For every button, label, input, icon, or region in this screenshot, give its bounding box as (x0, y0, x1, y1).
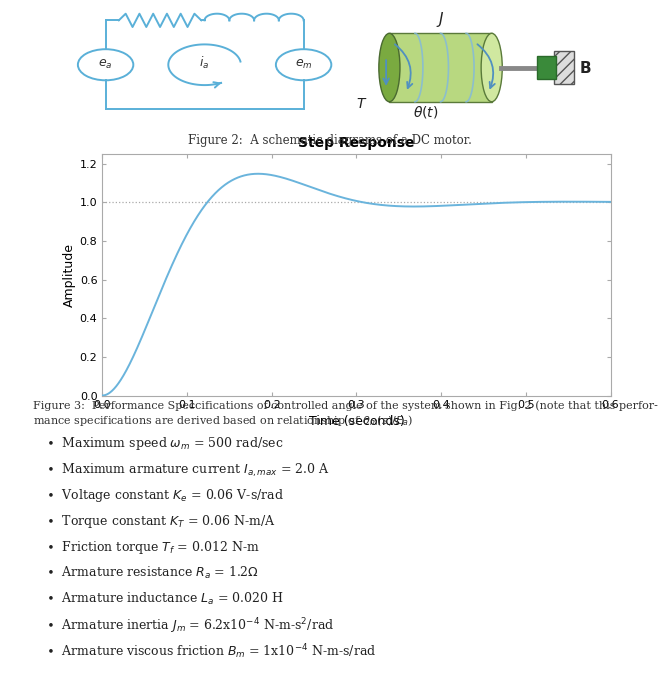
Bar (537, 56, 556, 79)
Text: $\theta(t)$: $\theta(t)$ (413, 104, 438, 120)
Text: $\bullet$  Armature resistance $R_a$ = 1.2$\Omega$: $\bullet$ Armature resistance $R_a$ = 1.… (46, 565, 259, 581)
Text: $\bullet$  Armature viscous friction $B_m$ = 1x10$^{-4}$ N-m-s/rad: $\bullet$ Armature viscous friction $B_m… (46, 643, 376, 662)
Text: $e_m$: $e_m$ (295, 58, 312, 71)
Text: $J$: $J$ (436, 10, 445, 29)
Text: $\bullet$  Torque constant $K_T$ = 0.06 N-m/A: $\bullet$ Torque constant $K_T$ = 0.06 N… (46, 513, 277, 530)
Title: Step Response: Step Response (298, 136, 414, 150)
Y-axis label: Amplitude: Amplitude (63, 243, 75, 307)
Ellipse shape (379, 34, 400, 102)
Text: $e_a$: $e_a$ (98, 58, 113, 71)
Text: $\mathbf{B}$: $\mathbf{B}$ (579, 60, 591, 76)
Text: $\bullet$  Armature inertia $J_m$ = 6.2x10$^{-4}$ N-m-s$^2$/rad: $\bullet$ Armature inertia $J_m$ = 6.2x1… (46, 617, 335, 636)
Text: Figure 3:  Performance Speccifications of controlled angle of the system shown i: Figure 3: Performance Speccifications of… (33, 400, 658, 411)
Bar (389, 34, 492, 102)
Text: $\bullet$  Friction torque $T_f$ = 0.012 N-m: $\bullet$ Friction torque $T_f$ = 0.012 … (46, 539, 260, 556)
Ellipse shape (481, 34, 502, 102)
Bar (554, 51, 574, 84)
Text: Figure 2:  A schematic diagrams of a DC motor.: Figure 2: A schematic diagrams of a DC m… (188, 134, 472, 148)
Text: $\bullet$  Armature inductance $L_a$ = 0.020 H: $\bullet$ Armature inductance $L_a$ = 0.… (46, 591, 284, 607)
Text: $\bullet$  Maximum speed $\omega_m$ = 500 rad/sec: $\bullet$ Maximum speed $\omega_m$ = 500… (46, 435, 284, 452)
Text: $\bullet$  Voltage constant $K_e$ = 0.06 V-s/rad: $\bullet$ Voltage constant $K_e$ = 0.06 … (46, 487, 284, 504)
X-axis label: Time (seconds): Time (seconds) (308, 414, 405, 428)
Text: mance specifications are derived based on relationship of $\theta_m(s)/E_a$): mance specifications are derived based o… (33, 413, 413, 428)
Text: $\bullet$  Maximum armature current $I_{a,max}$ = 2.0 A: $\bullet$ Maximum armature current $I_{a… (46, 461, 330, 479)
Text: $T$: $T$ (356, 97, 368, 111)
Text: $i_a$: $i_a$ (199, 55, 210, 71)
